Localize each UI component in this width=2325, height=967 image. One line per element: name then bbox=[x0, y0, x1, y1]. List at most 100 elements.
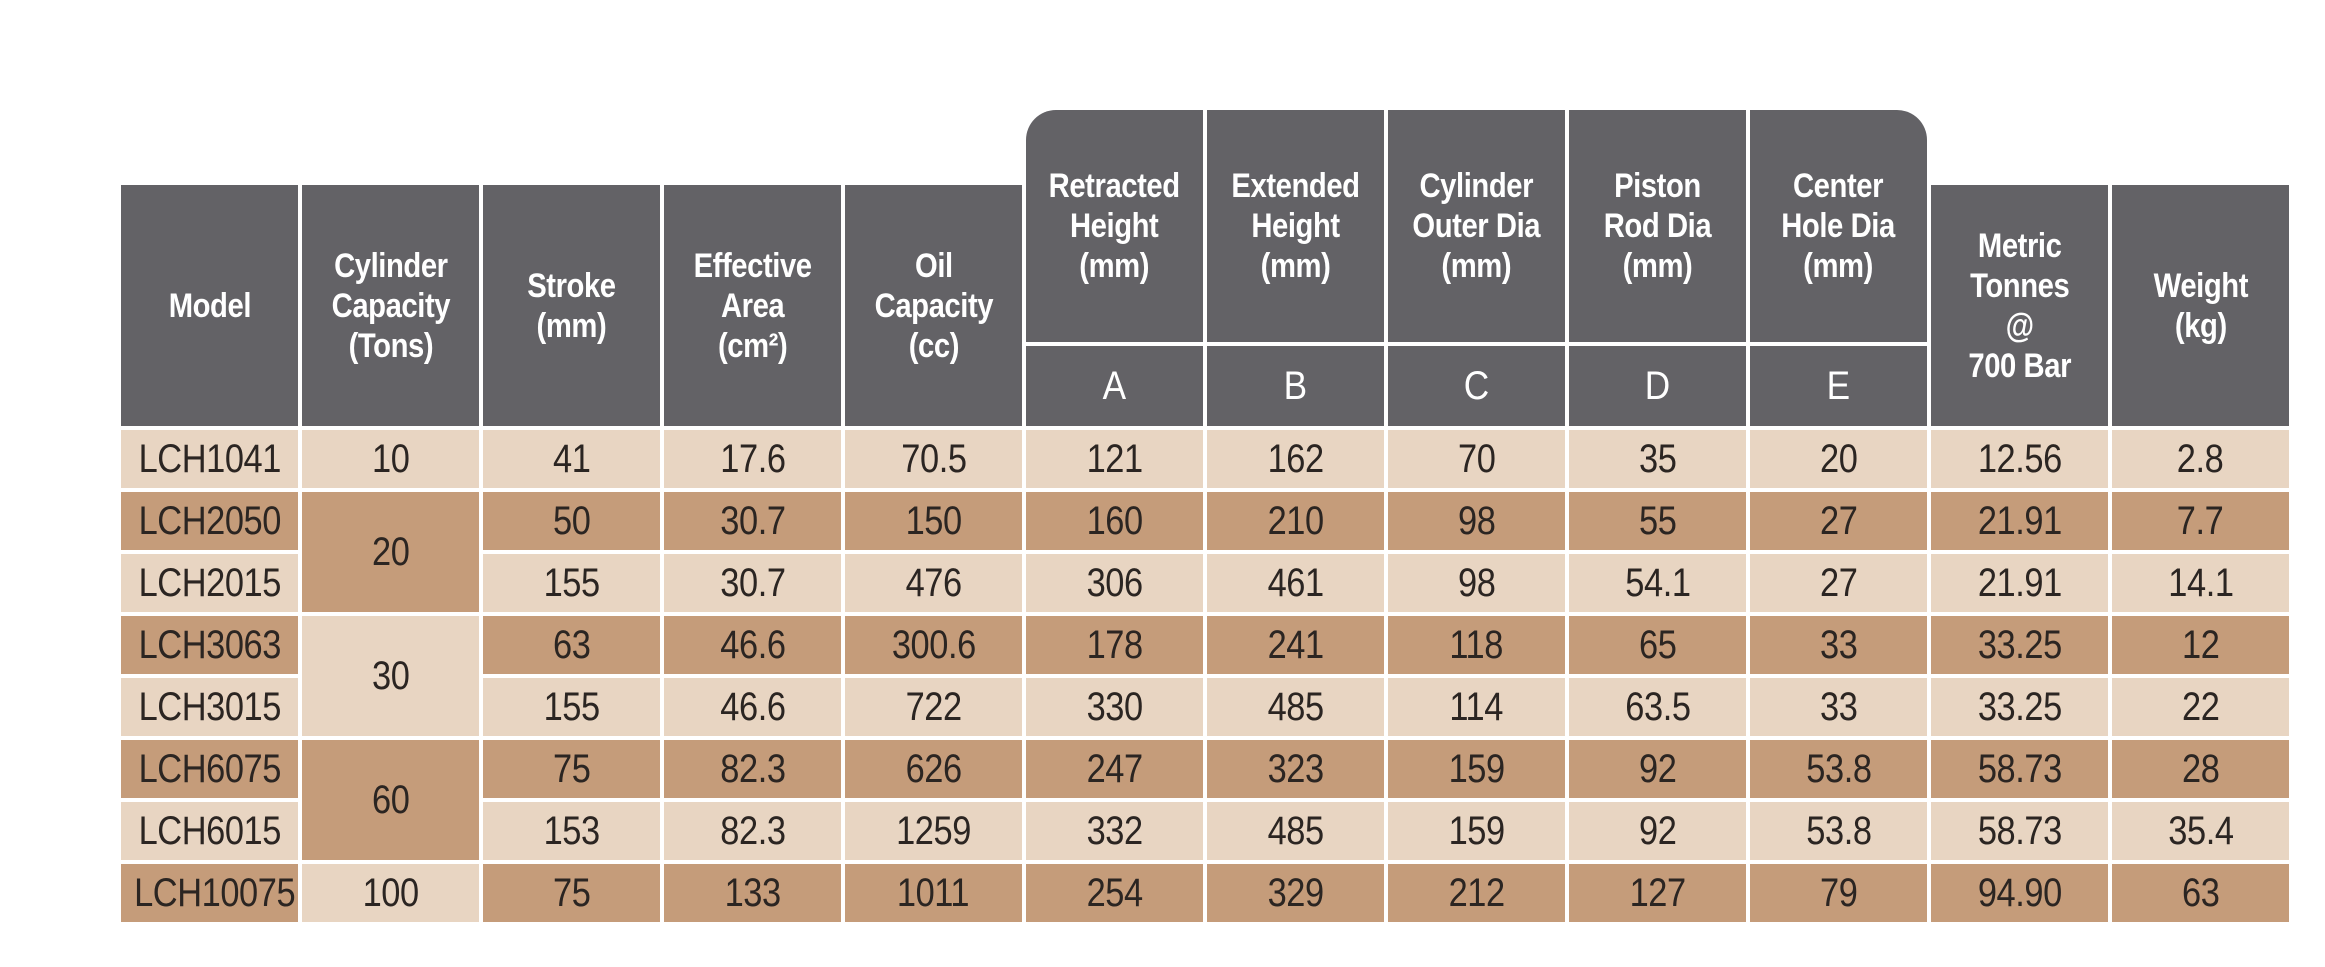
cell-model: LCH2015 bbox=[121, 554, 298, 612]
cell-center-hole-dia: 53.8 bbox=[1750, 802, 1927, 860]
cell-value: 210 bbox=[1267, 499, 1324, 543]
cell-piston-rod-dia: 35 bbox=[1569, 430, 1746, 488]
cell-stroke: 155 bbox=[483, 678, 660, 736]
cell-extended-height: 162 bbox=[1207, 430, 1384, 488]
subheader-d-label: D bbox=[1644, 364, 1671, 408]
cell-value: 98 bbox=[1457, 499, 1496, 543]
cell-center-hole-dia: 53.8 bbox=[1750, 740, 1927, 798]
cell-value: 10 bbox=[371, 437, 410, 481]
cell-value: 27 bbox=[1819, 561, 1858, 605]
cell-value: 54.1 bbox=[1624, 561, 1691, 605]
cell-value: LCH6015 bbox=[138, 809, 281, 853]
cell-weight: 35.4 bbox=[2112, 802, 2289, 860]
cell-effective-area: 30.7 bbox=[664, 492, 841, 550]
cell-piston-rod-dia: 55 bbox=[1569, 492, 1746, 550]
cell-value: 82.3 bbox=[719, 747, 786, 791]
cell-stroke: 75 bbox=[483, 740, 660, 798]
cell-value: 159 bbox=[1448, 809, 1505, 853]
cell-value: 92 bbox=[1638, 809, 1677, 853]
column-header-oil-capacity: Oil Capacity (cc) bbox=[845, 110, 1022, 426]
cell-model: LCH6015 bbox=[121, 802, 298, 860]
cell-value: 20 bbox=[1819, 437, 1858, 481]
cell-cylinder-outer-dia: 159 bbox=[1388, 740, 1565, 798]
cell-capacity: 100 bbox=[302, 864, 479, 922]
cell-capacity: 10 bbox=[302, 430, 479, 488]
cell-weight: 7.7 bbox=[2112, 492, 2289, 550]
cell-model: LCH10075 bbox=[121, 864, 298, 922]
cell-value: 58.73 bbox=[1977, 809, 2062, 853]
subheader-c-label: C bbox=[1463, 364, 1490, 408]
cell-value: 485 bbox=[1267, 809, 1324, 853]
cell-value: LCH1041 bbox=[138, 437, 281, 481]
cell-value: 330 bbox=[1086, 685, 1143, 729]
cell-retracted-height: 121 bbox=[1026, 430, 1203, 488]
table-row: LCH3063 30 63 46.6 300.6 178 241 118 65 … bbox=[121, 616, 2289, 736]
column-header-stroke: Stroke (mm) bbox=[483, 110, 660, 426]
cell-stroke: 50 bbox=[483, 492, 660, 550]
cell-value: 28 bbox=[2181, 747, 2220, 791]
cell-metric-tonnes: 58.73 bbox=[1931, 802, 2108, 860]
cell-weight: 22 bbox=[2112, 678, 2289, 736]
cell-value: LCH3015 bbox=[138, 685, 281, 729]
cell-effective-area: 46.6 bbox=[664, 678, 841, 736]
cell-cylinder-outer-dia: 70 bbox=[1388, 430, 1565, 488]
cell-value: 241 bbox=[1267, 623, 1324, 667]
cell-value: 94.90 bbox=[1977, 871, 2062, 915]
subheader-e-label: E bbox=[1826, 364, 1851, 408]
cell-value: LCH2015 bbox=[138, 561, 281, 605]
cell-value: 50 bbox=[552, 499, 591, 543]
cell-value: LCH10075 bbox=[134, 871, 296, 915]
cell-oil-capacity: 1259 bbox=[845, 802, 1022, 860]
cell-center-hole-dia: 20 bbox=[1750, 430, 1927, 488]
table-row: LCH10075 100 75 133 1011 254 329 212 127… bbox=[121, 864, 2289, 922]
cell-effective-area: 82.3 bbox=[664, 802, 841, 860]
cell-oil-capacity: 722 bbox=[845, 678, 1022, 736]
cell-value: 300.6 bbox=[891, 623, 976, 667]
cell-effective-area: 30.7 bbox=[664, 554, 841, 612]
cell-oil-capacity: 150 bbox=[845, 492, 1022, 550]
cell-value: 30 bbox=[371, 654, 410, 698]
column-header-weight: Weight (kg) bbox=[2112, 110, 2289, 426]
cell-value: 332 bbox=[1086, 809, 1143, 853]
cell-value: 178 bbox=[1086, 623, 1143, 667]
subheader-d: D bbox=[1569, 346, 1746, 426]
cell-metric-tonnes: 33.25 bbox=[1931, 616, 2108, 674]
cell-value: 20 bbox=[371, 530, 410, 574]
cell-value: 79 bbox=[1819, 871, 1858, 915]
column-header-center-hole-dia: Center Hole Dia (mm) bbox=[1750, 110, 1927, 342]
column-header-metric-tonnes-label: Metric Tonnes @ 700 Bar bbox=[1968, 226, 2071, 385]
cell-value: 150 bbox=[905, 499, 962, 543]
column-header-weight-label: Weight (kg) bbox=[2153, 266, 2248, 345]
cell-metric-tonnes: 94.90 bbox=[1931, 864, 2108, 922]
cell-weight: 28 bbox=[2112, 740, 2289, 798]
cell-value: 121 bbox=[1086, 437, 1143, 481]
cell-piston-rod-dia: 63.5 bbox=[1569, 678, 1746, 736]
cell-value: 35.4 bbox=[2167, 809, 2234, 853]
cell-retracted-height: 254 bbox=[1026, 864, 1203, 922]
cell-stroke: 63 bbox=[483, 616, 660, 674]
cell-value: 114 bbox=[1449, 685, 1504, 729]
cell-value: 7.7 bbox=[2177, 499, 2224, 543]
cell-value: 46.6 bbox=[719, 685, 786, 729]
table-row: LCH6075 60 75 82.3 626 247 323 159 92 53… bbox=[121, 740, 2289, 860]
cell-capacity-merged: 20 bbox=[302, 492, 479, 612]
cell-center-hole-dia: 27 bbox=[1750, 554, 1927, 612]
subheader-b: B bbox=[1207, 346, 1384, 426]
column-header-model-label: Model bbox=[168, 286, 251, 325]
cell-value: 2.8 bbox=[2177, 437, 2224, 481]
cell-value: 329 bbox=[1267, 871, 1324, 915]
subheader-b-label: B bbox=[1283, 364, 1308, 408]
column-header-retracted-height-label: Retracted Height (mm) bbox=[1048, 167, 1181, 285]
cell-extended-height: 461 bbox=[1207, 554, 1384, 612]
cell-retracted-height: 332 bbox=[1026, 802, 1203, 860]
cell-value: 21.91 bbox=[1977, 561, 2062, 605]
cell-value: 159 bbox=[1448, 747, 1505, 791]
cell-weight: 2.8 bbox=[2112, 430, 2289, 488]
cell-value: 155 bbox=[543, 685, 600, 729]
cell-retracted-height: 306 bbox=[1026, 554, 1203, 612]
cell-value: 485 bbox=[1267, 685, 1324, 729]
cell-retracted-height: 330 bbox=[1026, 678, 1203, 736]
column-header-effective-area-label: Effective Area (cm²) bbox=[693, 246, 812, 365]
column-header-piston-rod-dia-label: Piston Rod Dia (mm) bbox=[1603, 167, 1712, 285]
cell-value: 127 bbox=[1629, 871, 1686, 915]
